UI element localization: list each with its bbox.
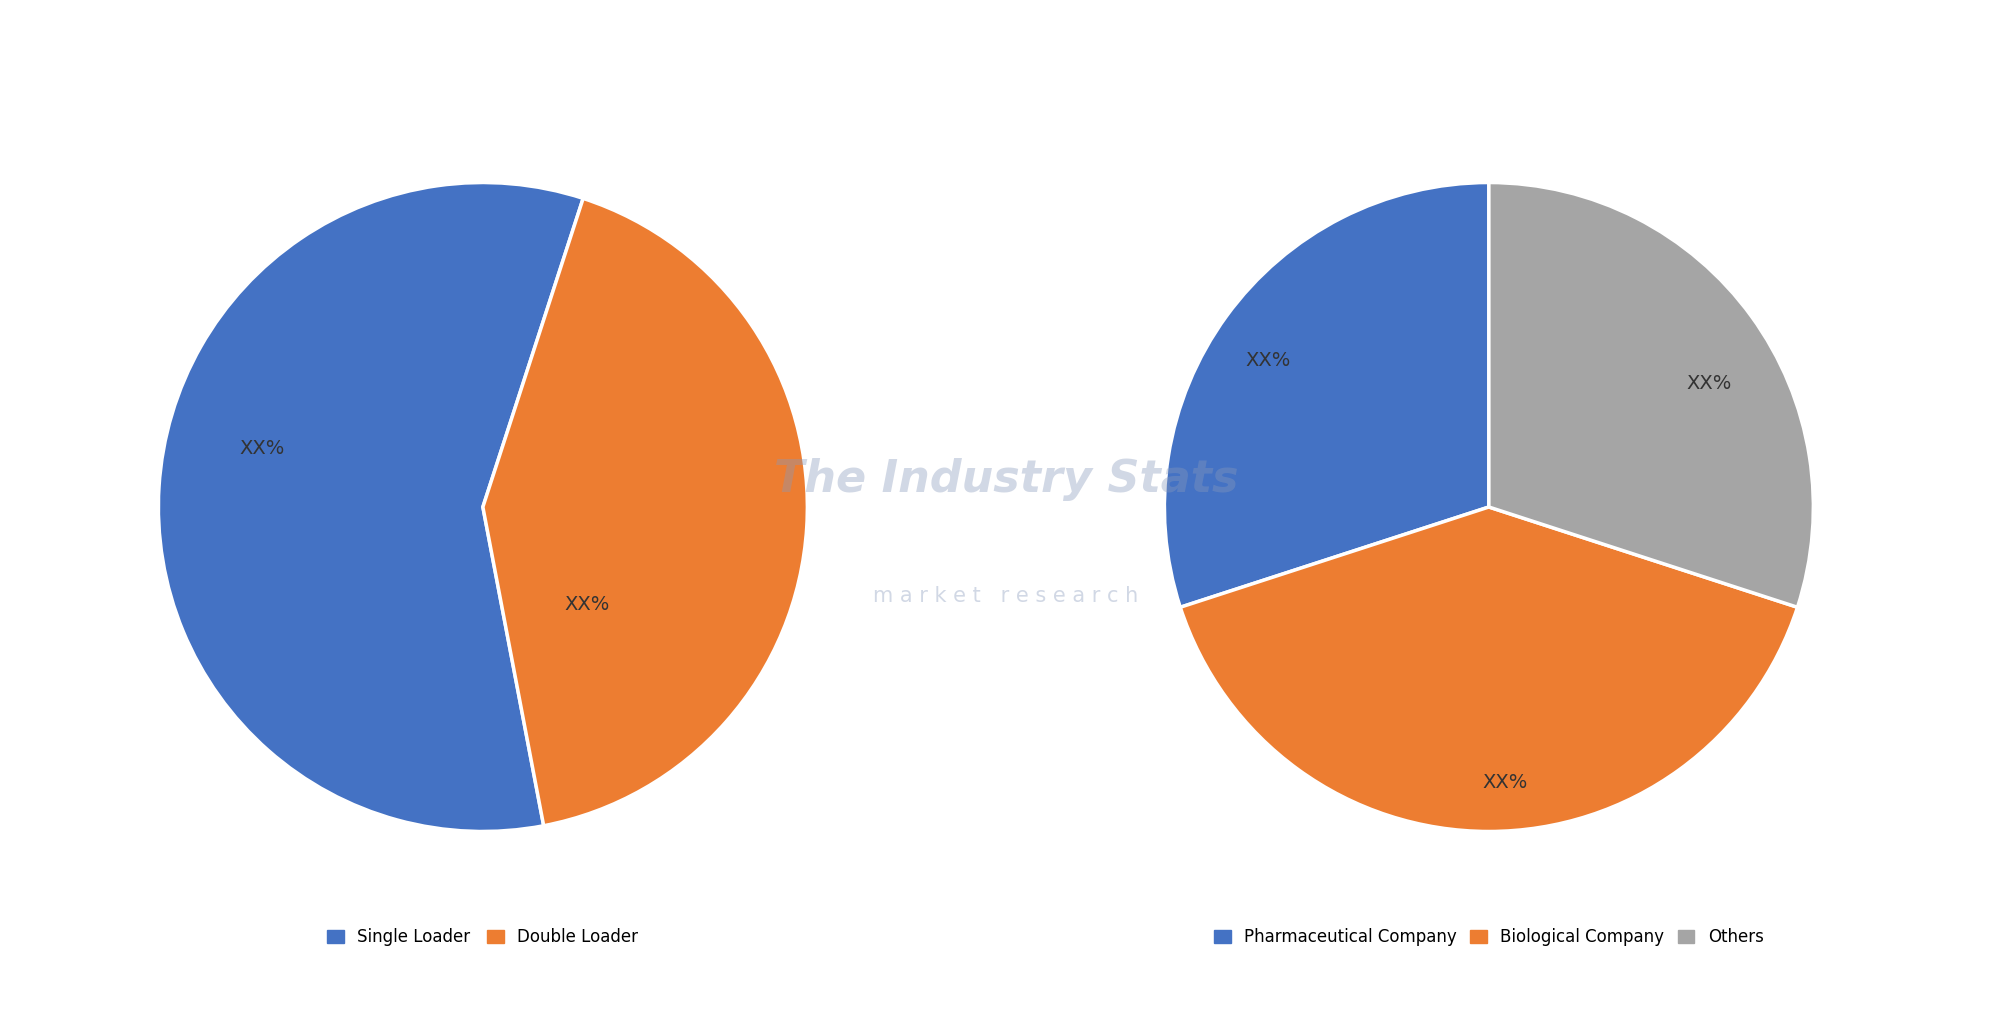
Legend: Single Loader, Double Loader: Single Loader, Double Loader — [320, 922, 646, 953]
Text: The Industry Stats: The Industry Stats — [775, 457, 1237, 501]
Wedge shape — [159, 183, 583, 831]
Text: XX%: XX% — [1686, 374, 1732, 393]
Text: XX%: XX% — [1245, 352, 1292, 370]
Wedge shape — [483, 199, 807, 825]
Text: XX%: XX% — [563, 595, 610, 613]
Wedge shape — [1489, 183, 1813, 607]
Legend: Pharmaceutical Company, Biological Company, Others: Pharmaceutical Company, Biological Compa… — [1207, 922, 1771, 953]
Text: m a r k e t   r e s e a r c h: m a r k e t r e s e a r c h — [873, 586, 1139, 606]
Text: Email: sales@theindustrystats.com: Email: sales@theindustrystats.com — [829, 963, 1183, 982]
Text: XX%: XX% — [1483, 774, 1527, 792]
Text: Website: www.theindustrystats.com: Website: www.theindustrystats.com — [1604, 963, 1972, 982]
Text: Fig. Global Manual Capsule Filling Machine Market Share by Product Types & Appli: Fig. Global Manual Capsule Filling Machi… — [24, 35, 1209, 60]
Wedge shape — [1165, 183, 1489, 607]
Wedge shape — [1181, 507, 1797, 831]
Text: XX%: XX% — [239, 439, 286, 458]
Text: Source: Theindustrystats Analysis: Source: Theindustrystats Analysis — [40, 963, 386, 982]
